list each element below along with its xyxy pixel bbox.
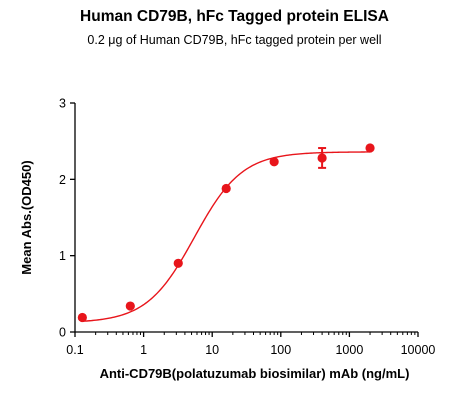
data-point: [221, 183, 231, 194]
y-tick-label: 3: [59, 97, 66, 111]
data-point: [77, 312, 87, 323]
y-tick-label: 2: [59, 173, 66, 187]
chart-subtitle: 0.2 μg of Human CD79B, hFc tagged protei…: [87, 33, 382, 47]
data-point: [365, 143, 375, 153]
data-point: [317, 153, 327, 163]
x-tick-label: 10: [205, 343, 219, 357]
x-tick-label: 1000: [335, 343, 363, 357]
x-tick-label: 0.1: [66, 343, 83, 357]
x-tick-label: 10000: [401, 343, 436, 357]
data-point: [125, 301, 135, 311]
chart-title: Human CD79B, hFc Tagged protein ELISA: [80, 8, 389, 25]
y-tick-label: 1: [59, 249, 66, 263]
data-point: [269, 157, 279, 167]
data-point: [173, 258, 183, 268]
x-tick-label: 1: [140, 343, 147, 357]
y-tick-label: 0: [59, 326, 66, 340]
x-tick-label: 100: [270, 343, 291, 357]
y-axis-label: Mean Abs.(OD450): [19, 160, 34, 274]
x-axis-label: Anti-CD79B(polatuzumab biosimilar) mAb (…: [100, 366, 410, 381]
fit-curve: [82, 151, 371, 322]
